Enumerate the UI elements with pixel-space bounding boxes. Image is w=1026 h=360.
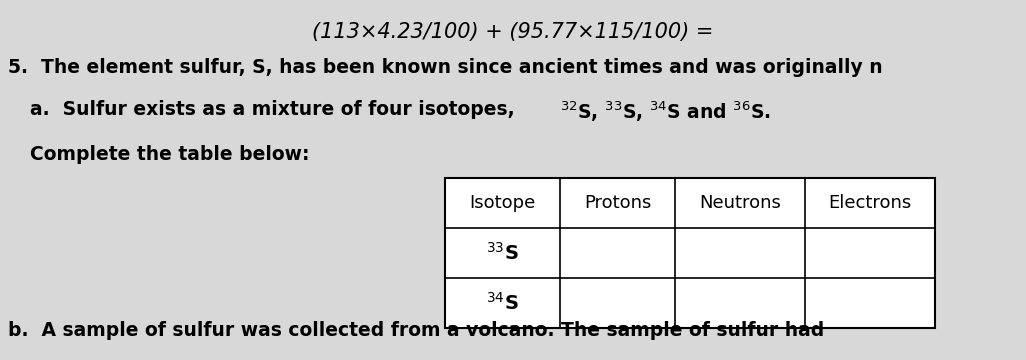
Text: Isotope: Isotope [469,194,536,212]
Text: $^{32}$S, $^{33}$S, $^{34}$S and $^{36}$S.: $^{32}$S, $^{33}$S, $^{34}$S and $^{36}$… [560,100,771,125]
Bar [445,178,935,328]
Text: b.  A sample of sulfur was collected from a volcano. The sample of sulfur had: b. A sample of sulfur was collected from… [8,321,824,340]
Text: Protons: Protons [584,194,652,212]
Text: a.  Sulfur exists as a mixture of four isotopes,: a. Sulfur exists as a mixture of four is… [30,100,521,119]
Text: Electrons: Electrons [828,194,912,212]
Text: (113×4.23/100) + (95.77×115/100) =: (113×4.23/100) + (95.77×115/100) = [312,22,714,42]
Text: $^{34}$S: $^{34}$S [486,292,519,314]
Text: 5.  The element sulfur, S, has been known since ancient times and was originally: 5. The element sulfur, S, has been known… [8,58,882,77]
Text: $^{33}$S: $^{33}$S [486,242,519,264]
Text: Complete the table below:: Complete the table below: [30,145,310,164]
Text: Neutrons: Neutrons [699,194,781,212]
